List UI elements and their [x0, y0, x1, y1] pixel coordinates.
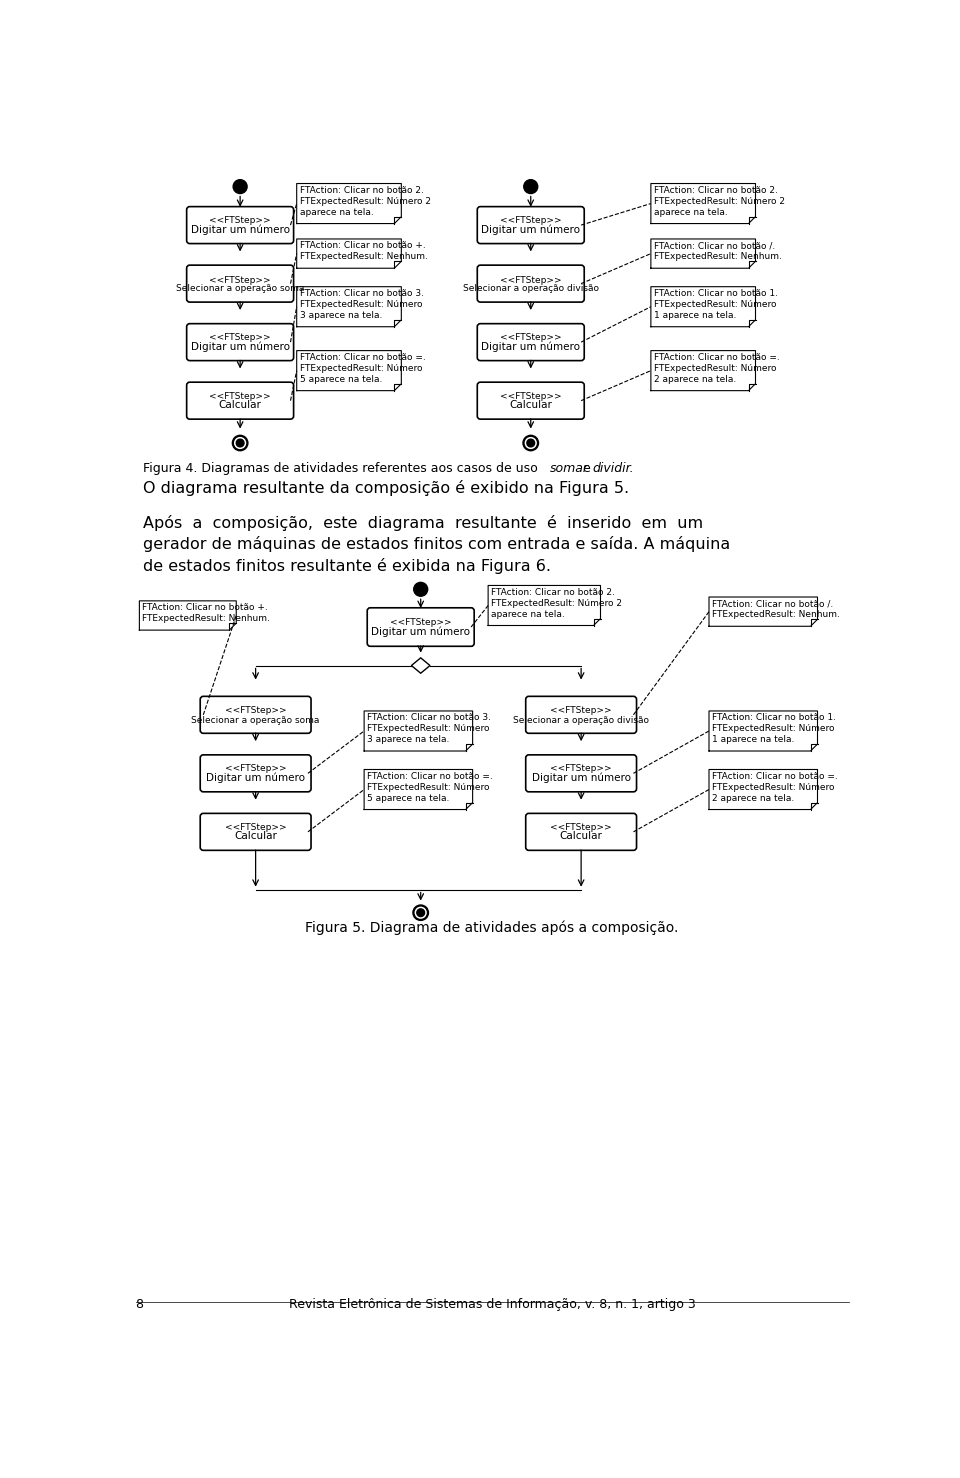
- Text: FTAction: Clicar no botão /.
FTExpectedResult: Nenhum.: FTAction: Clicar no botão /. FTExpectedR…: [712, 599, 840, 619]
- Polygon shape: [297, 350, 401, 390]
- Polygon shape: [297, 287, 401, 327]
- Text: Calcular: Calcular: [510, 401, 552, 411]
- Text: Digitar um número: Digitar um número: [481, 341, 580, 352]
- Text: <<FTStep>>: <<FTStep>>: [550, 764, 612, 773]
- FancyBboxPatch shape: [477, 207, 585, 244]
- Polygon shape: [651, 183, 756, 223]
- Text: Figura 5. Diagrama de atividades após a composição.: Figura 5. Diagrama de atividades após a …: [305, 921, 679, 936]
- FancyBboxPatch shape: [201, 755, 311, 792]
- Text: FTAction: Clicar no botão =.
FTExpectedResult: Número
5 aparece na tela.: FTAction: Clicar no botão =. FTExpectedR…: [300, 353, 425, 384]
- FancyBboxPatch shape: [201, 696, 311, 733]
- Text: FTAction: Clicar no botão /.
FTExpectedResult: Nenhum.: FTAction: Clicar no botão /. FTExpectedR…: [654, 241, 781, 262]
- Text: FTAction: Clicar no botão 3.
FTExpectedResult: Número
3 aparece na tela.: FTAction: Clicar no botão 3. FTExpectedR…: [300, 290, 423, 321]
- Text: <<FTStep>>: <<FTStep>>: [225, 823, 286, 832]
- Text: Digitar um número: Digitar um número: [532, 773, 631, 783]
- Text: <<FTStep>>: <<FTStep>>: [209, 216, 271, 225]
- Polygon shape: [364, 770, 472, 810]
- Circle shape: [527, 439, 535, 446]
- Polygon shape: [651, 350, 756, 390]
- Text: FTAction: Clicar no botão 1.
FTExpectedResult: Número
1 aparece na tela.: FTAction: Clicar no botão 1. FTExpectedR…: [654, 290, 778, 321]
- Text: dividir.: dividir.: [592, 463, 634, 476]
- Text: <<FTStep>>: <<FTStep>>: [390, 618, 451, 627]
- Text: <<FTStep>>: <<FTStep>>: [500, 333, 562, 341]
- Polygon shape: [709, 770, 818, 810]
- Polygon shape: [651, 239, 756, 268]
- Text: FTAction: Clicar no botão 2.
FTExpectedResult: Número 2
aparece na tela.: FTAction: Clicar no botão 2. FTExpectedR…: [492, 588, 622, 619]
- FancyBboxPatch shape: [526, 755, 636, 792]
- FancyBboxPatch shape: [526, 813, 636, 850]
- Circle shape: [232, 436, 248, 451]
- Text: <<FTStep>>: <<FTStep>>: [550, 823, 612, 832]
- FancyBboxPatch shape: [477, 383, 585, 420]
- Circle shape: [413, 905, 428, 921]
- Text: FTAction: Clicar no botão 1.
FTExpectedResult: Número
1 aparece na tela.: FTAction: Clicar no botão 1. FTExpectedR…: [712, 714, 836, 745]
- Text: Após  a  composição,  este  diagrama  resultante  é  inserido  em  um
gerador de: Após a composição, este diagrama resulta…: [143, 514, 731, 575]
- Text: Selecionar a operação soma: Selecionar a operação soma: [191, 715, 320, 724]
- Text: FTAction: Clicar no botão =.
FTExpectedResult: Número
5 aparece na tela.: FTAction: Clicar no botão =. FTExpectedR…: [368, 772, 493, 803]
- FancyBboxPatch shape: [186, 324, 294, 361]
- Text: FTAction: Clicar no botão 2.
FTExpectedResult: Número 2
aparece na tela.: FTAction: Clicar no botão 2. FTExpectedR…: [654, 186, 785, 217]
- Text: Calcular: Calcular: [234, 832, 277, 841]
- Polygon shape: [488, 585, 601, 625]
- Text: Selecionar a operação soma: Selecionar a operação soma: [176, 284, 304, 293]
- Text: Selecionar a operação divisão: Selecionar a operação divisão: [463, 284, 599, 293]
- Text: <<FTStep>>: <<FTStep>>: [500, 392, 562, 401]
- Text: FTAction: Clicar no botão +.
FTExpectedResult: Nenhum.: FTAction: Clicar no botão +. FTExpectedR…: [142, 603, 271, 624]
- Text: <<FTStep>>: <<FTStep>>: [500, 276, 562, 285]
- Circle shape: [525, 437, 537, 448]
- Text: somar: somar: [550, 463, 589, 476]
- Text: Figura 4. Diagramas de atividades referentes aos casos de uso: Figura 4. Diagramas de atividades refere…: [143, 463, 542, 476]
- Text: Digitar um número: Digitar um número: [191, 225, 290, 235]
- FancyBboxPatch shape: [526, 696, 636, 733]
- Circle shape: [417, 909, 424, 916]
- Circle shape: [414, 582, 427, 596]
- Polygon shape: [651, 287, 756, 327]
- Polygon shape: [297, 183, 401, 223]
- Circle shape: [416, 907, 426, 918]
- Text: FTAction: Clicar no botão 2.
FTExpectedResult: Número 2
aparece na tela.: FTAction: Clicar no botão 2. FTExpectedR…: [300, 186, 431, 217]
- Text: 8: 8: [135, 1298, 143, 1311]
- FancyBboxPatch shape: [186, 207, 294, 244]
- Text: <<FTStep>>: <<FTStep>>: [209, 333, 271, 341]
- FancyBboxPatch shape: [186, 265, 294, 302]
- Text: e: e: [579, 463, 594, 476]
- Text: Selecionar a operação divisão: Selecionar a operação divisão: [514, 715, 649, 724]
- Circle shape: [523, 436, 539, 451]
- Polygon shape: [412, 658, 430, 674]
- Text: <<FTStep>>: <<FTStep>>: [500, 216, 562, 225]
- FancyBboxPatch shape: [201, 813, 311, 850]
- FancyBboxPatch shape: [477, 324, 585, 361]
- Text: Digitar um número: Digitar um número: [481, 225, 580, 235]
- FancyBboxPatch shape: [368, 607, 474, 646]
- Circle shape: [236, 439, 244, 446]
- Text: FTAction: Clicar no botão =.
FTExpectedResult: Número
2 aparece na tela.: FTAction: Clicar no botão =. FTExpectedR…: [712, 772, 838, 803]
- Circle shape: [524, 180, 538, 194]
- Text: <<FTStep>>: <<FTStep>>: [209, 392, 271, 401]
- FancyBboxPatch shape: [186, 383, 294, 420]
- Text: O diagrama resultante da composição é exibido na Figura 5.: O diagrama resultante da composição é ex…: [143, 480, 630, 497]
- Text: Calcular: Calcular: [560, 832, 603, 841]
- Text: <<FTStep>>: <<FTStep>>: [550, 706, 612, 715]
- Polygon shape: [297, 239, 401, 268]
- FancyBboxPatch shape: [477, 265, 585, 302]
- Text: Digitar um número: Digitar um número: [372, 627, 470, 637]
- Polygon shape: [709, 711, 818, 751]
- Text: Digitar um número: Digitar um número: [191, 341, 290, 352]
- Text: FTAction: Clicar no botão +.
FTExpectedResult: Nenhum.: FTAction: Clicar no botão +. FTExpectedR…: [300, 241, 427, 262]
- Text: Revista Eletrônica de Sistemas de Informação, v. 8, n. 1, artigo 3: Revista Eletrônica de Sistemas de Inform…: [289, 1298, 695, 1311]
- Polygon shape: [709, 597, 818, 627]
- Text: FTAction: Clicar no botão =.
FTExpectedResult: Número
2 aparece na tela.: FTAction: Clicar no botão =. FTExpectedR…: [654, 353, 780, 384]
- Text: FTAction: Clicar no botão 3.
FTExpectedResult: Número
3 aparece na tela.: FTAction: Clicar no botão 3. FTExpectedR…: [368, 714, 492, 745]
- Text: <<FTStep>>: <<FTStep>>: [225, 706, 286, 715]
- Text: <<FTStep>>: <<FTStep>>: [225, 764, 286, 773]
- Polygon shape: [364, 711, 472, 751]
- Polygon shape: [139, 602, 236, 630]
- Text: Digitar um número: Digitar um número: [206, 773, 305, 783]
- Circle shape: [234, 437, 246, 448]
- Text: <<FTStep>>: <<FTStep>>: [209, 276, 271, 285]
- Text: Calcular: Calcular: [219, 401, 261, 411]
- Circle shape: [233, 180, 247, 194]
